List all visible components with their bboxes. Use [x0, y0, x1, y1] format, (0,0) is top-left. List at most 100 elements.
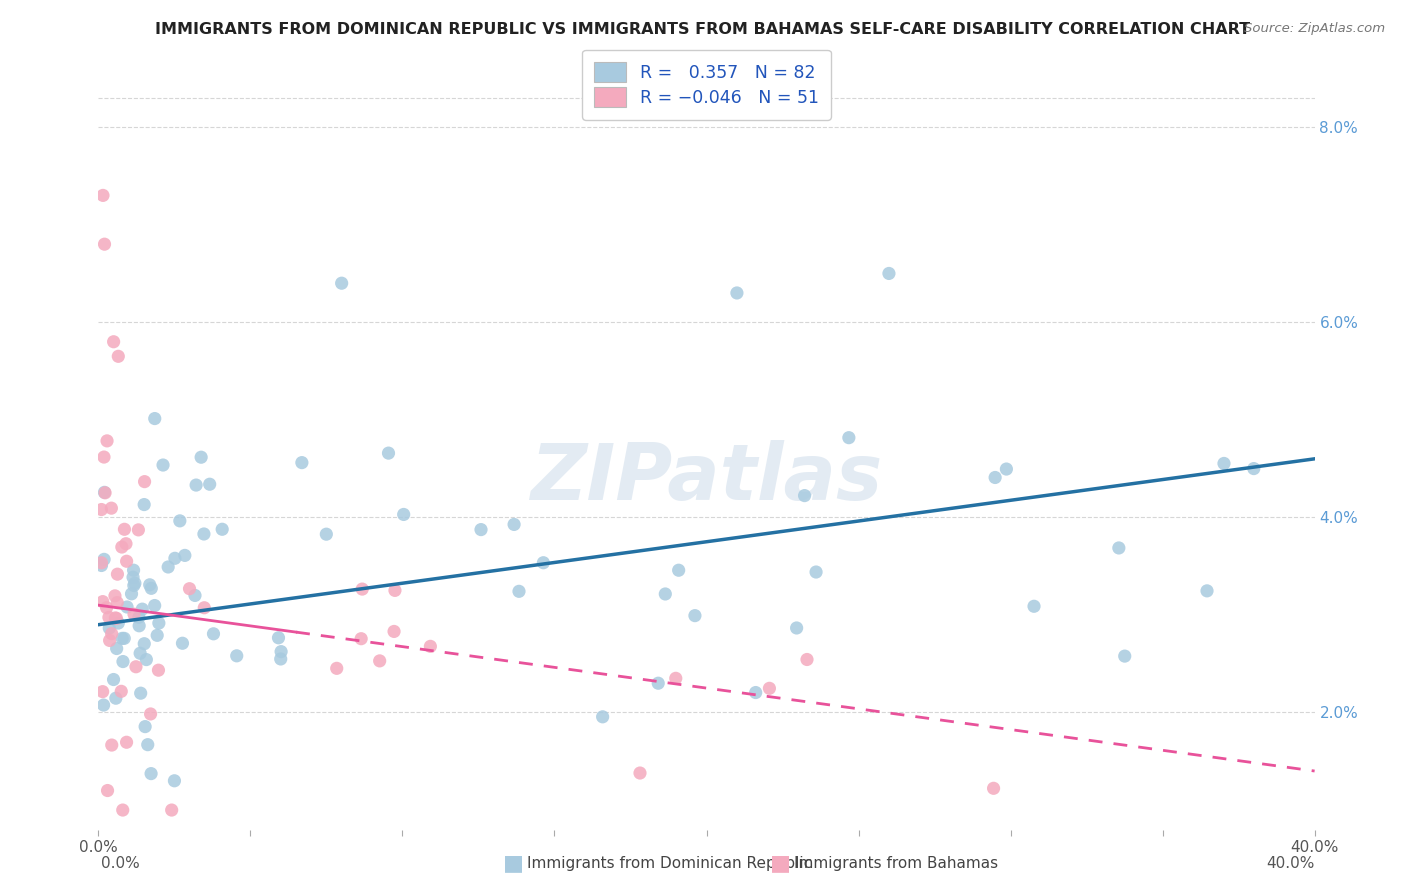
Point: [136, 738, 159, 752]
Point: [725, 285, 748, 300]
Point: [665, 671, 688, 685]
Point: [100, 501, 122, 516]
Point: [592, 710, 614, 724]
Point: [793, 489, 815, 503]
Point: [96, 783, 118, 797]
Point: [838, 431, 860, 445]
Point: [112, 632, 135, 646]
Point: [419, 640, 441, 654]
Point: [91, 594, 114, 608]
Point: [325, 661, 347, 675]
Point: [291, 456, 314, 470]
Point: [983, 781, 1005, 796]
Point: [100, 626, 122, 640]
Point: [225, 648, 247, 663]
Point: [134, 720, 156, 734]
Point: [173, 549, 195, 563]
Point: [90, 556, 112, 570]
Text: IMMIGRANTS FROM DOMINICAN REPUBLIC VS IMMIGRANTS FROM BAHAMAS SELF-CARE DISABILI: IMMIGRANTS FROM DOMINICAN REPUBLIC VS IM…: [156, 22, 1250, 37]
Point: [111, 803, 134, 817]
Point: [503, 517, 526, 532]
Point: [1114, 649, 1136, 664]
Point: [193, 527, 215, 541]
Point: [134, 637, 156, 651]
Point: [169, 514, 191, 528]
Point: [758, 681, 780, 696]
Point: [995, 462, 1018, 476]
Point: [146, 628, 169, 642]
Point: [104, 589, 127, 603]
Text: 0.0%: 0.0%: [101, 856, 141, 871]
Point: [143, 599, 166, 613]
Point: [134, 498, 156, 512]
Point: [1243, 461, 1265, 475]
Point: [96, 600, 118, 615]
Point: [384, 583, 406, 598]
Text: Immigrants from Dominican Republic: Immigrants from Dominican Republic: [527, 856, 813, 871]
Point: [1022, 599, 1045, 614]
Point: [103, 334, 125, 349]
Point: [786, 621, 808, 635]
Point: [270, 645, 292, 659]
Point: [184, 589, 207, 603]
Point: [470, 523, 492, 537]
Point: [804, 565, 827, 579]
Point: [91, 188, 114, 202]
Point: [172, 636, 194, 650]
Point: [124, 576, 146, 591]
Point: [315, 527, 337, 541]
Point: [368, 654, 391, 668]
Point: [1213, 457, 1236, 471]
Point: [128, 610, 150, 624]
Point: [129, 686, 152, 700]
Point: [98, 633, 121, 648]
Point: [115, 735, 138, 749]
Point: [139, 766, 162, 780]
Point: [163, 773, 186, 788]
Point: [668, 563, 690, 577]
Point: [110, 684, 132, 698]
Point: [98, 621, 121, 635]
Point: [111, 632, 134, 646]
Point: [141, 582, 163, 596]
Point: [129, 646, 152, 660]
Point: [382, 624, 405, 639]
Point: [267, 631, 290, 645]
Point: [134, 475, 156, 489]
Point: [138, 578, 160, 592]
Text: Source: ZipAtlas.com: Source: ZipAtlas.com: [1244, 22, 1385, 36]
Point: [184, 478, 207, 492]
Text: ■: ■: [770, 854, 790, 873]
Point: [330, 276, 353, 290]
Point: [90, 502, 112, 516]
Point: [94, 485, 117, 500]
Point: [115, 537, 138, 551]
Point: [877, 267, 900, 281]
Point: [93, 485, 115, 500]
Point: [148, 663, 170, 677]
Point: [115, 599, 138, 614]
Point: [90, 558, 112, 573]
Point: [628, 766, 651, 780]
Point: [202, 627, 225, 641]
Point: [105, 641, 128, 656]
Point: [654, 587, 676, 601]
Point: [105, 596, 128, 610]
Point: [190, 450, 212, 465]
Point: [148, 616, 170, 631]
Point: [107, 567, 129, 582]
Point: [1195, 583, 1218, 598]
Point: [122, 563, 145, 577]
Point: [211, 522, 233, 536]
Point: [105, 611, 128, 625]
Point: [984, 470, 1007, 484]
Point: [100, 738, 122, 752]
Point: [103, 673, 125, 687]
Point: [531, 556, 554, 570]
Point: [683, 608, 706, 623]
Point: [93, 237, 115, 252]
Point: [125, 659, 148, 673]
Point: [122, 578, 145, 592]
Point: [198, 477, 221, 491]
Point: [647, 676, 669, 690]
